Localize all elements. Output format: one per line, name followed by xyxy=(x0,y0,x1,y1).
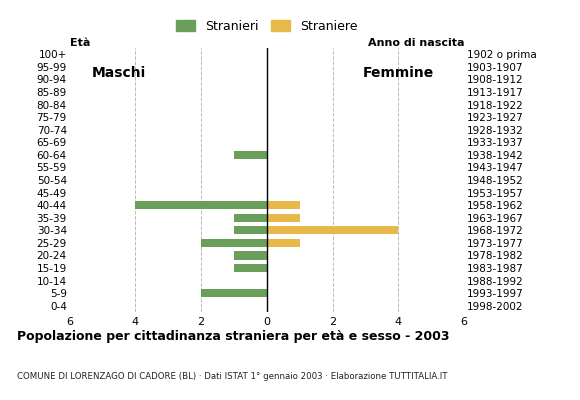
Legend: Stranieri, Straniere: Stranieri, Straniere xyxy=(176,20,357,33)
Text: Anno di nascita: Anno di nascita xyxy=(368,38,464,48)
Text: Maschi: Maschi xyxy=(92,66,146,80)
Bar xyxy=(267,201,300,209)
Text: Età: Età xyxy=(70,38,90,48)
Bar xyxy=(267,239,300,247)
Bar xyxy=(234,151,267,159)
Text: Popolazione per cittadinanza straniera per età e sesso - 2003: Popolazione per cittadinanza straniera p… xyxy=(17,330,450,343)
Bar xyxy=(267,226,398,234)
Bar xyxy=(234,226,267,234)
Bar xyxy=(234,214,267,222)
Bar xyxy=(234,264,267,272)
Bar xyxy=(201,289,267,297)
Bar xyxy=(234,251,267,260)
Bar xyxy=(135,201,267,209)
Bar xyxy=(201,239,267,247)
Text: COMUNE DI LORENZAGO DI CADORE (BL) · Dati ISTAT 1° gennaio 2003 · Elaborazione T: COMUNE DI LORENZAGO DI CADORE (BL) · Dat… xyxy=(17,372,448,381)
Bar xyxy=(267,214,300,222)
Text: Femmine: Femmine xyxy=(362,66,434,80)
